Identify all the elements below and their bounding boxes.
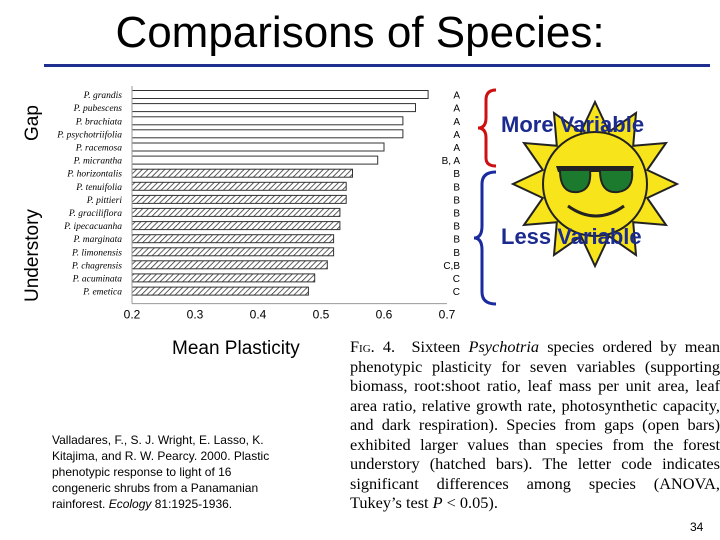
letter-code: B [453, 235, 460, 246]
letter-code: B [453, 169, 460, 180]
letter-code: B [453, 208, 460, 219]
species-label: P. micrantha [73, 157, 123, 167]
x-tick-label: 0.2 [124, 308, 141, 322]
letter-code: B [453, 222, 460, 233]
gap-bracket [477, 88, 497, 168]
x-tick-label: 0.3 [187, 308, 204, 322]
species-label: P. graciliflora [68, 208, 122, 219]
more-variable-label: More Variable [501, 112, 645, 137]
sun-sunglasses-icon [510, 99, 680, 269]
caption-p-symbol: P [432, 493, 443, 512]
citation-end: 81:1925-1936. [151, 497, 233, 511]
citation: Valladares, F., S. J. Wright, E. Lasso, … [52, 432, 292, 512]
species-label: P. limonensis [71, 248, 122, 258]
letter-code: C [453, 274, 460, 285]
letter-code: A [453, 91, 460, 102]
species-labels-group: P. grandis P. pubescens P. brachiata P. psy… [56, 91, 122, 298]
bar-9 [131, 207, 341, 217]
bar-0 [131, 90, 429, 99]
species-label: P. brachiata [75, 117, 123, 127]
x-ticks-group: 0.2 0.3 0.4 0.5 0.6 0.7 [124, 86, 456, 322]
x-tick-label: 0.5 [313, 308, 330, 322]
x-tick-label: 0.4 [250, 308, 267, 322]
page-number: 34 [690, 520, 704, 534]
x-tick-label: 0.7 [439, 308, 456, 322]
figure-caption: Fig. 4. Sixteen Psychotria species order… [348, 337, 720, 540]
letter-code: B [453, 182, 460, 193]
less-variable-label: Less Variable [501, 224, 642, 249]
bars-group [131, 90, 429, 296]
bar-15 [131, 286, 309, 296]
letter-code: B [453, 248, 460, 259]
x-tick-label: 0.6 [376, 308, 393, 322]
caption-part-2: species ordered by mean phenotypic plast… [350, 337, 720, 512]
bar-12 [131, 247, 335, 257]
letter-code: A [453, 143, 460, 154]
bar-14 [131, 273, 316, 283]
caption-part-1: Sixteen [411, 337, 469, 356]
bar-1 [131, 103, 416, 113]
letter-code: B, A [442, 156, 461, 167]
bar-11 [131, 234, 335, 244]
bar-5 [131, 155, 379, 165]
species-label: P. marginata [72, 235, 122, 245]
species-label: P. ipecacuanha [63, 222, 122, 232]
species-label: P. emetica [82, 288, 122, 298]
caption-part-3: < 0.05). [442, 493, 498, 512]
bar-10 [131, 221, 341, 231]
letter-code: C [453, 287, 460, 298]
bar-4 [131, 142, 385, 152]
species-label: P. grandis [83, 91, 123, 101]
x-axis-label: Mean Plasticity [172, 338, 300, 359]
bar-8 [131, 194, 347, 204]
species-label: P. horizontalis [66, 170, 122, 180]
letter-code: A [453, 117, 460, 128]
letter-code: C,B [443, 261, 460, 272]
species-label: P. pittieri [86, 196, 123, 206]
title-underline [44, 64, 710, 67]
species-label: P. chagrensis [71, 261, 122, 271]
species-label: P. racemosa [75, 144, 123, 154]
species-label: P. acuminata [72, 274, 123, 284]
bar-3 [131, 129, 404, 139]
slide-title: Comparisons of Species: [115, 8, 605, 57]
letter-code: A [453, 130, 460, 141]
caption-fig-label: Fig. 4. [350, 337, 396, 356]
citation-journal: Ecology [108, 497, 152, 511]
understory-bracket [473, 170, 497, 306]
species-label: P. pubescens [73, 104, 123, 114]
bar-13 [131, 260, 328, 270]
bar-2 [131, 116, 404, 126]
bar-6 [131, 168, 353, 178]
species-label: P. tenuifolia [75, 182, 122, 193]
species-label: P. psychotriifolia [56, 129, 122, 140]
letter-code: B [453, 195, 460, 206]
letter-code: A [453, 104, 460, 115]
caption-genus: Psychotria [468, 337, 540, 356]
bar-7 [131, 181, 347, 191]
citation-text: Valladares, F., S. J. Wright, E. Lasso, … [52, 433, 270, 511]
